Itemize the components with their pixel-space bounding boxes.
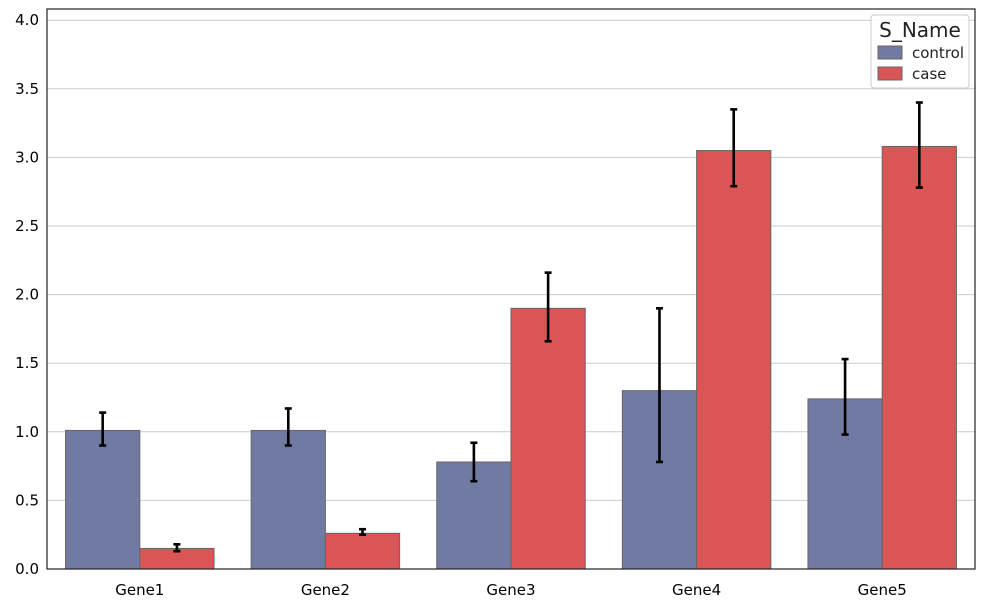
legend-swatch-case xyxy=(877,66,903,81)
x-tick-label: Gene4 xyxy=(672,581,721,599)
bar-control-Gene2 xyxy=(250,429,326,570)
legend: S_Name control case xyxy=(870,14,970,89)
y-axis-ticks: 0.0 0.5 1.0 1.5 2.0 2.5 3.0 3.5 4.0 xyxy=(15,11,39,578)
x-tick-label: Gene3 xyxy=(486,581,535,599)
y-tick-label: 1.0 xyxy=(15,423,39,441)
error-bars xyxy=(99,101,923,553)
legend-title: S_Name xyxy=(879,18,961,42)
legend-label-control: control xyxy=(912,44,964,62)
legend-swatch-control xyxy=(877,45,903,60)
bar-case-Gene5 xyxy=(881,145,957,570)
plot-frame xyxy=(46,8,976,570)
y-tick-label: 3.0 xyxy=(15,148,39,166)
x-tick-label: Gene5 xyxy=(858,581,907,599)
y-tick-label: 0.5 xyxy=(15,491,39,509)
x-axis-ticks: Gene1 Gene2 Gene3 Gene4 Gene5 xyxy=(115,581,907,599)
bar-case-Gene3 xyxy=(510,307,586,570)
bar-case-Gene2 xyxy=(324,532,401,570)
y-tick-label: 3.5 xyxy=(15,80,39,98)
x-tick-label: Gene1 xyxy=(115,581,164,599)
bar-control-Gene1 xyxy=(65,429,141,570)
y-tick-label: 2.5 xyxy=(15,217,39,235)
legend-label-case: case xyxy=(912,65,946,83)
bar-case-Gene4 xyxy=(696,150,772,570)
y-tick-label: 2.0 xyxy=(15,286,39,304)
y-tick-label: 1.5 xyxy=(15,354,39,372)
y-tick-label: 4.0 xyxy=(15,11,39,29)
y-tick-label: 0.0 xyxy=(15,560,39,578)
x-tick-label: Gene2 xyxy=(301,581,350,599)
